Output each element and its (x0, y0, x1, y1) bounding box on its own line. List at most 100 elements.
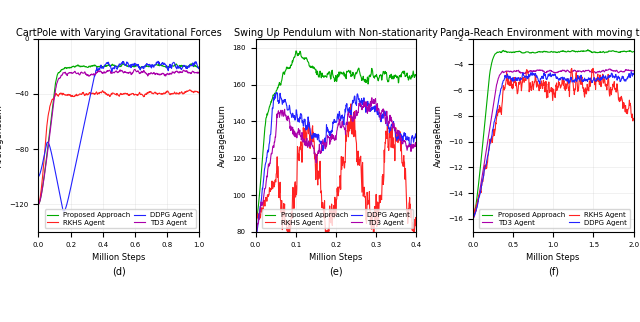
Legend: Proposed Approach, RKHS Agent, DDPG Agent, TD3 Agent: Proposed Approach, RKHS Agent, DDPG Agen… (45, 209, 196, 228)
TD3 Agent (601, 70, 609, 73)
Text: (f): (f) (548, 266, 559, 276)
DDPG Agent (330, 121, 337, 125)
Proposed Approach (339, 71, 347, 75)
Proposed Approach (564, 49, 572, 53)
RKHS Agent (410, 223, 417, 226)
TD3 Agent (330, 134, 337, 138)
Proposed Approach (547, 50, 554, 54)
Proposed Approach (330, 75, 337, 79)
TD3 Agent (131, 68, 139, 71)
Proposed Approach (35, 202, 42, 206)
RKHS Agent (35, 202, 42, 206)
RKHS Agent (347, 102, 355, 106)
RKHS Agent (546, 91, 554, 95)
DDPG Agent (409, 135, 417, 139)
Proposed Approach (348, 73, 355, 77)
Proposed Approach (166, 65, 174, 69)
X-axis label: Million Steps: Million Steps (309, 253, 363, 262)
RKHS Agent (413, 228, 420, 232)
TD3 Agent (328, 135, 336, 139)
TD3 Agent (630, 69, 637, 73)
TD3 Agent (410, 142, 417, 146)
DDPG Agent (413, 133, 420, 137)
Proposed Approach (413, 75, 420, 79)
Proposed Approach (252, 221, 259, 224)
TD3 Agent (469, 217, 477, 221)
Proposed Approach (630, 50, 637, 53)
DDPG Agent (384, 123, 392, 127)
Proposed Approach (122, 62, 129, 66)
Text: (d): (d) (112, 266, 125, 276)
Line: RKHS Agent: RKHS Agent (255, 104, 417, 243)
DDPG Agent (546, 74, 554, 78)
Line: RKHS Agent: RKHS Agent (473, 68, 634, 213)
TD3 Agent (35, 202, 42, 206)
DDPG Agent (470, 213, 478, 217)
Proposed Approach (556, 50, 564, 54)
DDPG Agent (556, 78, 564, 82)
Proposed Approach (584, 48, 591, 52)
RKHS Agent (627, 103, 634, 107)
Proposed Approach (601, 51, 609, 54)
RKHS Agent (122, 91, 129, 95)
TD3 Agent (547, 68, 554, 72)
RKHS Agent (112, 92, 120, 96)
DDPG Agent (328, 127, 336, 131)
DDPG Agent (131, 62, 138, 66)
Proposed Approach (384, 80, 392, 84)
Proposed Approach (192, 65, 200, 69)
TD3 Agent (252, 233, 259, 237)
Line: TD3 Agent: TD3 Agent (38, 70, 199, 204)
TD3 Agent (545, 69, 553, 73)
Y-axis label: AverageReturn: AverageReturn (0, 104, 4, 167)
RKHS Agent (186, 88, 193, 92)
DDPG Agent (122, 63, 130, 67)
Proposed Approach (188, 62, 195, 66)
Proposed Approach (112, 65, 120, 69)
DDPG Agent (111, 64, 119, 68)
DDPG Agent (626, 76, 634, 80)
Proposed Approach (111, 63, 118, 67)
Line: Proposed Approach: Proposed Approach (473, 50, 634, 219)
Title: CartPole with Varying Gravitational Forces: CartPole with Varying Gravitational Forc… (16, 28, 221, 38)
RKHS Agent (602, 84, 609, 88)
TD3 Agent (413, 144, 420, 148)
RKHS Agent (252, 202, 259, 205)
TD3 Agent (368, 96, 376, 100)
RKHS Agent (469, 199, 477, 203)
TD3 Agent (564, 69, 572, 73)
RKHS Agent (547, 89, 554, 93)
RKHS Agent (166, 93, 174, 97)
TD3 Agent (606, 67, 614, 71)
Title: Swing Up Pendulum with Non-stationarity: Swing Up Pendulum with Non-stationarity (234, 28, 438, 38)
Legend: Proposed Approach, TD3 Agent, RKHS Agent, DDPG Agent: Proposed Approach, TD3 Agent, RKHS Agent… (479, 209, 630, 228)
RKHS Agent (339, 155, 347, 159)
RKHS Agent (192, 89, 200, 93)
DDPG Agent (154, 59, 162, 63)
RKHS Agent (330, 207, 337, 211)
Line: DDPG Agent: DDPG Agent (473, 72, 634, 215)
Y-axis label: AverageReturn: AverageReturn (433, 104, 443, 167)
DDPG Agent (547, 71, 554, 75)
TD3 Agent (122, 70, 129, 74)
Y-axis label: AverageReturn: AverageReturn (218, 104, 227, 167)
DDPG Agent (195, 67, 203, 71)
Line: TD3 Agent: TD3 Agent (255, 98, 417, 236)
DDPG Agent (60, 209, 68, 213)
DDPG Agent (339, 115, 347, 119)
DDPG Agent (348, 106, 355, 109)
DDPG Agent (192, 60, 200, 64)
DDPG Agent (252, 244, 259, 248)
TD3 Agent (167, 71, 175, 75)
RKHS Agent (323, 241, 331, 245)
TD3 Agent (384, 121, 392, 125)
Line: Proposed Approach: Proposed Approach (255, 51, 417, 223)
TD3 Agent (339, 123, 347, 127)
DDPG Agent (469, 212, 477, 216)
DDPG Agent (630, 71, 637, 75)
RKHS Agent (111, 92, 118, 96)
Line: DDPG Agent: DDPG Agent (38, 61, 199, 211)
Proposed Approach (292, 49, 300, 53)
TD3 Agent (111, 70, 118, 74)
RKHS Agent (565, 88, 573, 92)
